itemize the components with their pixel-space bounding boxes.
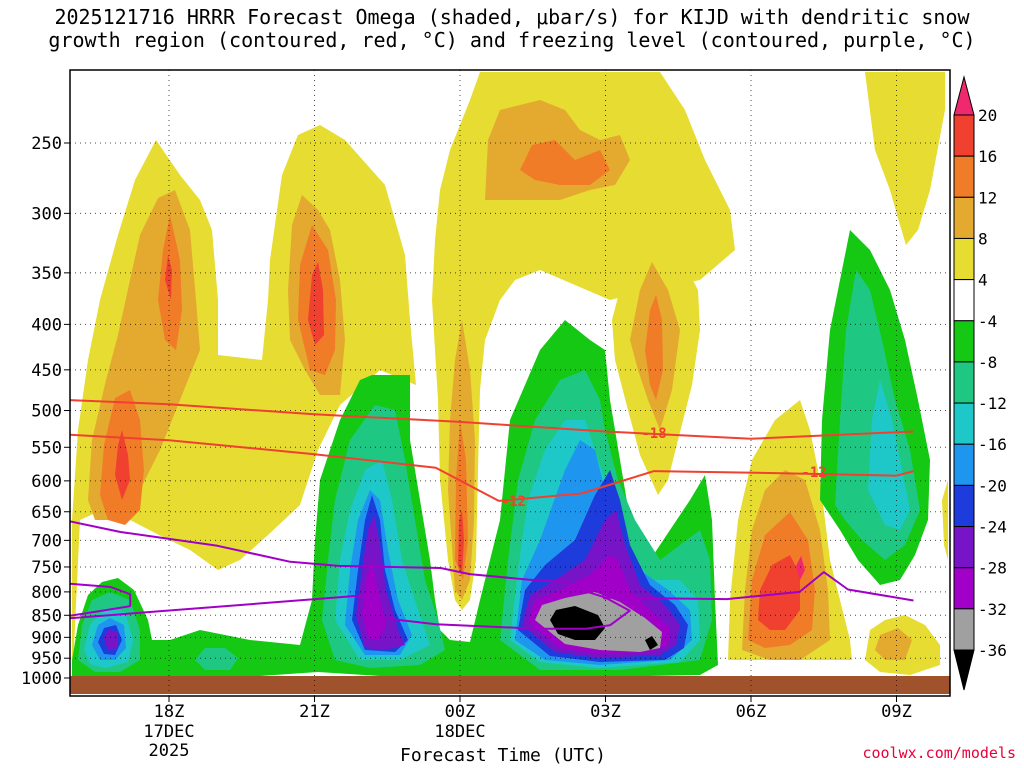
colorbar-swatch	[953, 361, 975, 404]
omega-shading	[72, 72, 948, 694]
colorbar-triangle-bottom	[953, 649, 975, 691]
y-tick-label: 900	[31, 628, 62, 648]
colorbar-swatch	[953, 320, 975, 363]
upward-lobe-west	[72, 125, 416, 690]
x-tick-label: 06Z	[736, 702, 767, 722]
y-tick-label: 700	[31, 531, 62, 551]
y-axis: 2503003504004505005506006507007508008509…	[21, 134, 70, 689]
ground-surface	[70, 676, 950, 694]
y-tick-label: 300	[31, 204, 62, 224]
colorbar-swatch	[953, 237, 975, 281]
contour-label: -12	[801, 465, 826, 481]
colorbar-swatch	[953, 567, 975, 610]
y-tick-label: 950	[31, 649, 62, 669]
x-tick-date: 18DEC	[434, 722, 485, 742]
y-tick-label: 800	[31, 583, 62, 603]
colorbar-swatch	[953, 484, 975, 528]
title-line-1: 2025121716 HRRR Forecast Omega (shaded, …	[54, 5, 970, 29]
y-tick-label: 600	[31, 472, 62, 492]
colorbar-label: -20	[978, 476, 1007, 495]
colorbar-swatch	[953, 443, 975, 486]
contour-line-2	[70, 520, 914, 602]
colorbar-label: -12	[978, 394, 1007, 413]
colorbar-swatch	[953, 526, 975, 569]
upward-lobe-central	[432, 72, 735, 610]
x-axis-label: Forecast Time (UTC)	[400, 745, 606, 766]
x-tick-label: 09Z	[881, 702, 912, 722]
y-tick-label: 750	[31, 558, 62, 578]
x-tick-label: 03Z	[590, 702, 621, 722]
y-tick-label: 450	[31, 361, 62, 381]
colorbar-label: -8	[978, 353, 997, 372]
colorbar-swatch	[953, 196, 975, 239]
colorbar-label: -28	[978, 559, 1007, 578]
colorbar: 20 16 12 8 4 -4 -8 -12 -16 -20 -24 -28 -32 -36	[953, 75, 1007, 691]
colorbar-swatch	[953, 279, 975, 322]
colorbar-label: -32	[978, 600, 1007, 619]
contour-label: -12	[501, 494, 526, 510]
contour-line-0	[70, 399, 914, 440]
colorbar-swatch	[953, 608, 975, 651]
colorbar-label: 12	[978, 188, 997, 207]
colorbar-label: -24	[978, 518, 1007, 537]
colorbar-triangle-top	[953, 75, 975, 116]
chart-title: 2025121716 HRRR Forecast Omega (shaded, …	[0, 6, 1024, 52]
y-tick-label: 500	[31, 402, 62, 422]
contour-line-3	[70, 582, 631, 630]
plot-frame	[69, 69, 951, 697]
contour-lines: -18 -12 -12 0	[70, 399, 914, 630]
contour-label: 0	[601, 587, 609, 603]
x-tick-label: 18Z	[154, 702, 185, 722]
colorbar-label: -36	[978, 641, 1007, 660]
colorbar-swatch	[953, 155, 975, 198]
y-tick-label: 250	[31, 134, 62, 154]
watermark-text: coolwx.com/models	[862, 744, 1016, 762]
colorbar-label: -16	[978, 435, 1007, 454]
colorbar-swatch	[953, 114, 975, 157]
x-tick-label: 21Z	[299, 702, 330, 722]
grid	[70, 70, 950, 696]
colorbar-label: 4	[978, 271, 988, 290]
colorbar-label: -4	[978, 312, 997, 331]
y-tick-label: 650	[31, 503, 62, 523]
colorbar-label: 8	[978, 229, 988, 248]
y-tick-label: 400	[31, 315, 62, 335]
y-tick-label: 850	[31, 606, 62, 626]
x-tick-year: 2025	[149, 741, 190, 761]
title-line-2: growth region (contoured, red, °C) and f…	[48, 28, 976, 52]
x-tick-date: 17DEC	[143, 722, 194, 742]
y-tick-label: 1000	[21, 669, 62, 689]
colorbar-label: 16	[978, 147, 997, 166]
contour-line-1	[70, 433, 914, 502]
x-tick-label: 00Z	[445, 702, 476, 722]
colorbar-label: 20	[978, 106, 997, 125]
y-tick-label: 350	[31, 264, 62, 284]
contour-label: -18	[641, 426, 666, 442]
colorbar-swatch	[953, 402, 975, 445]
y-tick-label: 550	[31, 438, 62, 458]
